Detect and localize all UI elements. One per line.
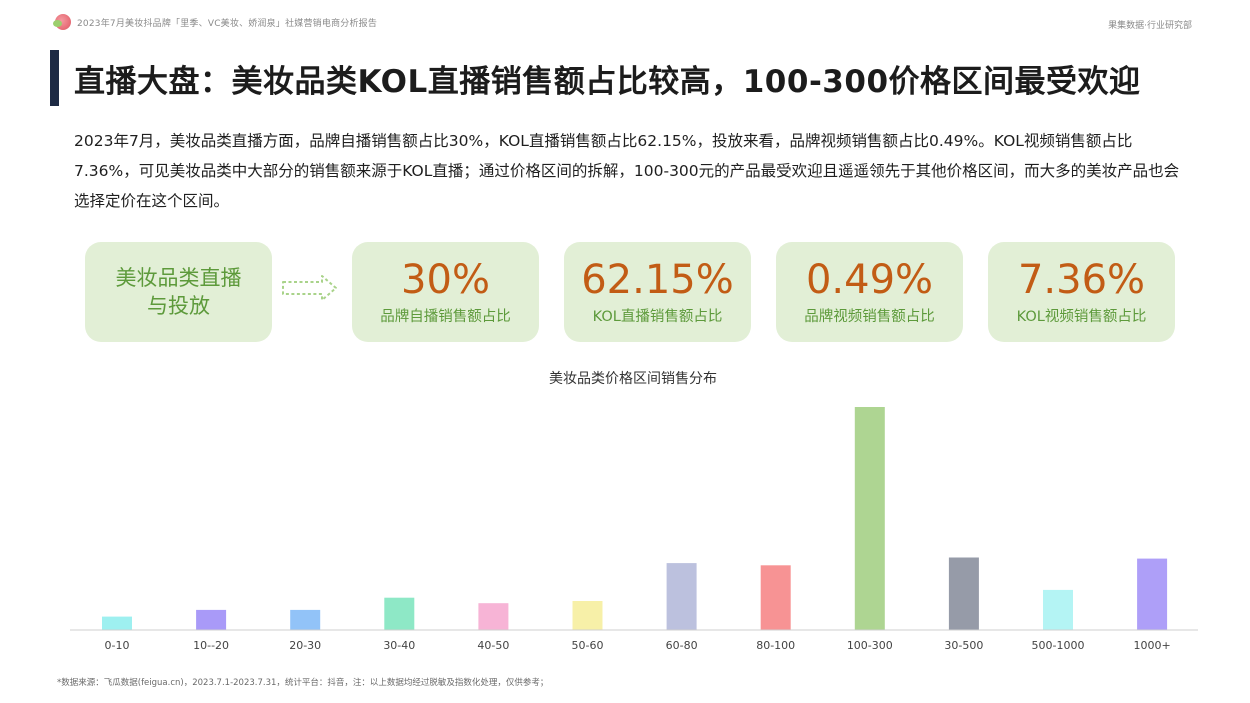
x-tick-label: 1000+ [1133,639,1170,652]
x-tick-label: 40-50 [477,639,509,652]
bar-1000+ [1137,558,1168,630]
bars-layer [102,407,1168,630]
price-distribution-chart: 美妆品类价格区间销售分布 0-10 10--20 20-30 30-40 40-50 50… [70,371,1198,652]
report-title: 2023年7月美妆抖品牌「里季、VC美妆、娇润泉」社媒营销电商分析报告 [77,18,378,29]
dashed-arrow-icon [282,275,337,301]
bar-100-300 [854,407,885,630]
x-tick-label: 30-40 [383,639,415,652]
report-header: 2023年7月美妆抖品牌「里季、VC美妆、娇润泉」社媒营销电商分析报告 [53,14,378,30]
stat-value: 30% [401,257,490,303]
intro-card-line-2: 与投放 [147,294,210,318]
stat-label: 品牌自播销售额占比 [380,309,511,325]
headline-accent-bar [50,50,59,106]
headline-block: 直播大盘：美妆品类KOL直播销售额占比较高，100-300价格区间最受欢迎 [50,50,1141,106]
x-tick-label: 80-100 [756,639,795,652]
bar-50-60 [572,601,603,630]
bar-0-10 [102,616,132,630]
intro-card: 美妆品类直播 与投放 [85,242,272,342]
stat-label: 品牌视频销售额占比 [804,309,935,325]
stat-value: 62.15% [581,257,734,303]
x-tick-label: 500-1000 [1032,639,1085,652]
bar-60-80 [666,563,697,630]
x-tick-label: 50-60 [572,639,604,652]
chart-title: 美妆品类价格区间销售分布 [549,371,717,387]
x-tick-labels: 0-10 10--20 20-30 30-40 40-50 50-60 60-80 80-10… [105,639,1171,652]
intro-card-line-1: 美妆品类直播 [115,266,242,290]
bar-500-1000 [1043,589,1073,630]
x-tick-label: 10--20 [193,639,229,652]
bar-20-30 [290,609,321,630]
bar-40-50 [478,603,509,630]
stat-card-brand-live: 30% 品牌自播销售额占比 [352,242,539,342]
bar-10--20 [196,609,227,630]
stat-card-kol-video: 7.36% KOL视频销售额占比 [988,242,1175,342]
x-tick-label: 60-80 [666,639,698,652]
bar-30-40 [384,597,415,630]
stat-value: 7.36% [1017,257,1146,303]
page-headline: 直播大盘：美妆品类KOL直播销售额占比较高，100-300价格区间最受欢迎 [74,63,1141,100]
stat-card-kol-live: 62.15% KOL直播销售额占比 [564,242,751,342]
brand-logo-icon [53,14,71,30]
x-tick-label: 100-300 [847,639,893,652]
bar-30-500 [948,557,979,630]
x-tick-label: 20-30 [289,639,321,652]
stat-label: KOL视频销售额占比 [1016,309,1147,325]
intro-card-text: 美妆品类直播 与投放 [85,264,272,320]
x-tick-label: 0-10 [105,639,130,652]
stat-card-brand-video: 0.49% 品牌视频销售额占比 [776,242,963,342]
summary-paragraph: 2023年7月，美妆品类直播方面，品牌自播销售额占比30%，KOL直播销售额占比… [74,132,1180,210]
top-bar: 2023年7月美妆抖品牌「里季、VC美妆、娇润泉」社媒营销电商分析报告 果集数据… [53,14,1192,34]
stat-label: KOL直播销售额占比 [592,309,723,325]
bar-80-100 [760,565,791,630]
stat-value: 0.49% [805,257,934,303]
publisher-label: 果集数据·行业研究部 [1108,21,1192,31]
data-source-footnote: *数据来源：飞瓜数据(feigua.cn)，2023.7.1-2023.7.31… [57,678,549,688]
x-tick-label: 30-500 [944,639,983,652]
